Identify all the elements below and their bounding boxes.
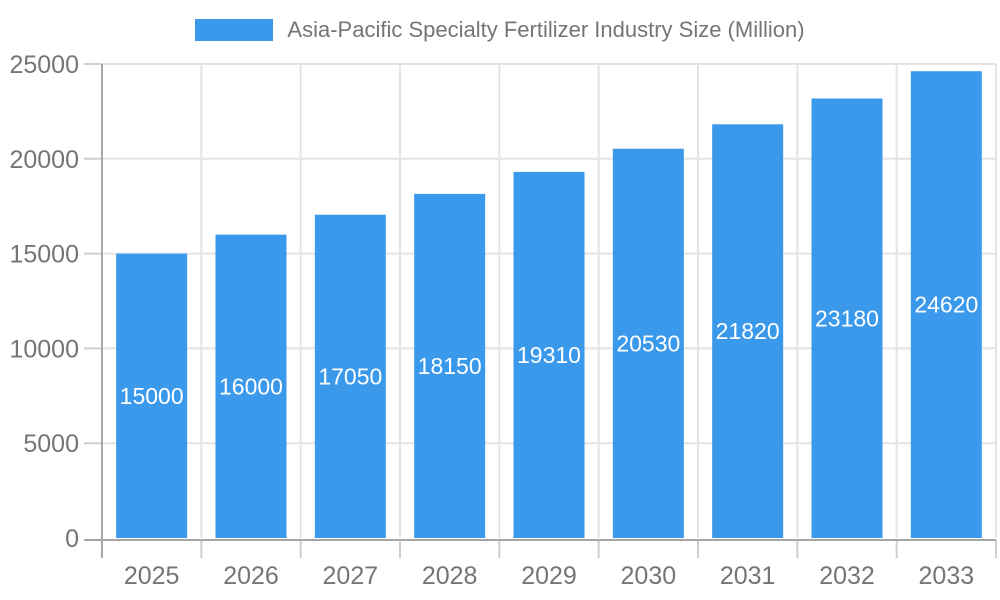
bar-2031[interactable] [712, 124, 784, 539]
bar-2032[interactable] [811, 98, 883, 538]
legend-swatch [195, 19, 274, 41]
x-tick-label: 2030 [621, 562, 677, 590]
x-tick-label: 2033 [919, 562, 975, 590]
bar-value-label: 24620 [914, 292, 978, 318]
y-tick-label: 5000 [23, 430, 79, 458]
bar-2029[interactable] [513, 171, 585, 539]
bar-2025[interactable] [116, 253, 188, 538]
bar-value-label: 16000 [219, 373, 283, 399]
bar-2028[interactable] [414, 193, 486, 538]
bar-2030[interactable] [612, 148, 684, 538]
bar-2033[interactable] [910, 71, 982, 538]
x-tick-label: 2025 [124, 562, 180, 590]
bar-value-label: 23180 [815, 305, 879, 331]
bar-value-label: 20530 [616, 330, 680, 356]
y-tick-label: 25000 [9, 51, 79, 79]
x-tick-label: 2032 [819, 562, 875, 590]
x-tick-label: 2027 [323, 562, 379, 590]
bar-value-label: 19310 [517, 342, 581, 368]
y-tick-label: 20000 [9, 146, 79, 174]
bar-2027[interactable] [314, 214, 386, 538]
bar-value-label: 21820 [716, 318, 780, 344]
x-tick-label: 2028 [422, 562, 478, 590]
bar-value-label: 18150 [418, 353, 482, 379]
bar-2026[interactable] [215, 234, 287, 538]
legend[interactable]: Asia-Pacific Specialty Fertilizer Indust… [0, 17, 1000, 43]
bar-value-label: 15000 [120, 383, 184, 409]
x-tick-label: 2029 [521, 562, 577, 590]
legend-label: Asia-Pacific Specialty Fertilizer Indust… [287, 17, 805, 42]
bar-value-label: 17050 [318, 363, 382, 389]
y-tick-label: 10000 [9, 335, 79, 363]
y-tick-label: 15000 [9, 241, 79, 269]
x-tick-label: 2026 [223, 562, 279, 590]
x-tick-label: 2031 [720, 562, 776, 590]
y-tick-label: 0 [65, 525, 79, 553]
